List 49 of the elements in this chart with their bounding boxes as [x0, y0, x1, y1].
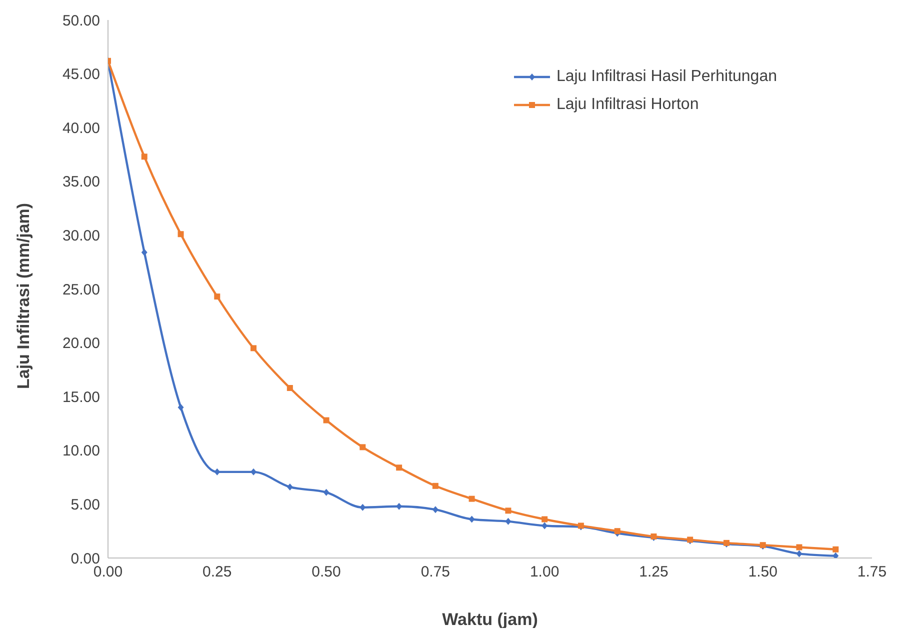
point — [286, 384, 293, 391]
point — [432, 482, 438, 489]
point — [214, 294, 220, 300]
point — [542, 516, 548, 522]
y-tick-label: 25.00 — [62, 281, 100, 298]
y-tick-label: 45.00 — [62, 66, 100, 84]
y-tick-label: 50.00 — [62, 12, 100, 30]
x-tick-label: 1.25 — [639, 564, 668, 581]
point — [396, 464, 402, 471]
point — [432, 506, 438, 514]
point — [141, 248, 148, 256]
x-tick-label: 0.25 — [202, 564, 232, 581]
legend-label: Laju Infiltrasi Hasil Perhitungan — [556, 68, 777, 86]
y-axis-title: Laju Infiltrasi (mm/jam) — [14, 202, 34, 389]
point — [250, 345, 257, 352]
point — [214, 468, 220, 476]
y-tick-label: 35.00 — [62, 174, 100, 191]
y-tick-label: 10.00 — [62, 442, 100, 460]
y-tick-label: 15.00 — [62, 388, 100, 406]
legend-label: Laju Infiltrasi Horton — [556, 96, 699, 114]
point — [796, 544, 802, 550]
point — [141, 154, 148, 160]
point — [542, 522, 548, 530]
point — [396, 502, 402, 510]
point — [832, 546, 839, 552]
point — [468, 496, 475, 502]
point — [178, 231, 184, 238]
point — [614, 528, 620, 534]
point — [796, 550, 802, 558]
x-tick-label: 0.50 — [312, 564, 341, 581]
point — [360, 504, 366, 511]
point — [250, 468, 257, 476]
point — [178, 404, 184, 411]
y-tick-label: 20.00 — [62, 335, 100, 352]
point — [505, 518, 512, 525]
point — [323, 488, 330, 496]
point — [468, 516, 475, 523]
x-tick-label: 1.00 — [530, 564, 560, 581]
y-tick-label: 40.00 — [62, 120, 100, 137]
x-tick-label: 1.75 — [857, 564, 887, 581]
y-tick-label: 5.00 — [70, 496, 100, 514]
x-tick-label: 1.50 — [748, 564, 778, 581]
point — [360, 444, 366, 450]
point — [286, 483, 293, 490]
y-tick-label: 30.00 — [62, 228, 100, 245]
point — [832, 552, 839, 558]
point — [505, 508, 512, 514]
x-tick-label: 0.75 — [420, 564, 450, 581]
point — [323, 417, 330, 424]
